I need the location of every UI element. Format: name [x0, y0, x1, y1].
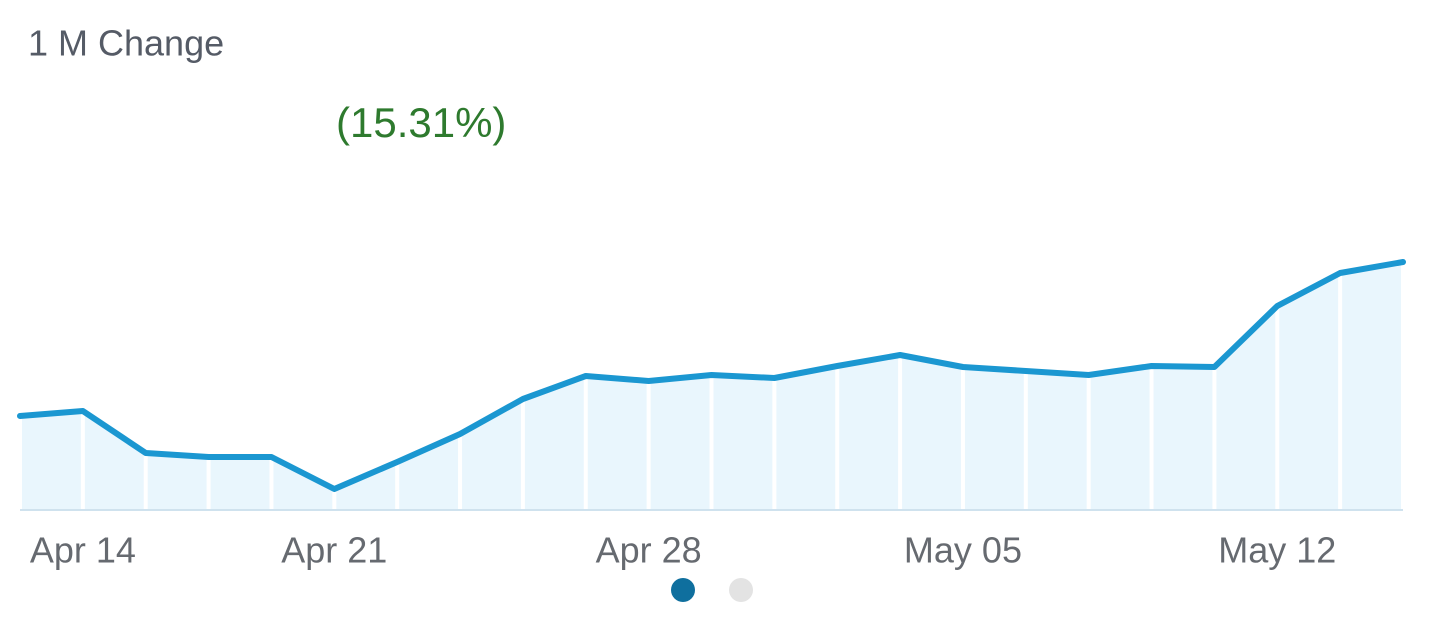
page-dot-active[interactable] [671, 578, 695, 602]
plot: Apr 14 Apr 21 Apr 28 May 05 May 12 [17, 259, 1406, 571]
x-tick-label: May 05 [904, 530, 1022, 571]
change-percent: (15.31%) [336, 99, 506, 146]
x-tick-label: Apr 28 [596, 530, 702, 571]
widget-title: 1 M Change [28, 23, 224, 64]
page-dot[interactable] [729, 578, 753, 602]
x-tick-label: May 12 [1218, 530, 1336, 571]
line [17, 259, 1406, 492]
x-tick-label: Apr 14 [30, 530, 136, 571]
x-tick-label: Apr 21 [281, 530, 387, 571]
